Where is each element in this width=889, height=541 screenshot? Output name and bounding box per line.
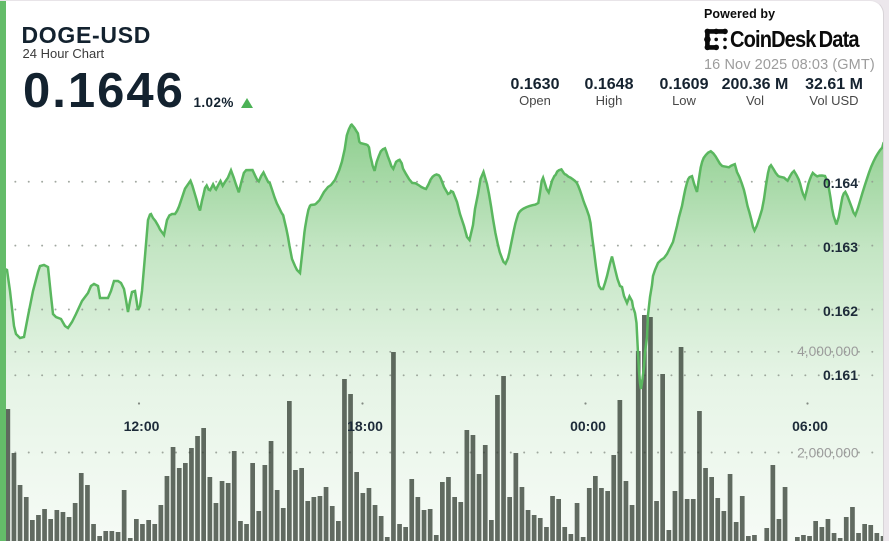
svg-text:2,000,000: 2,000,000: [797, 445, 859, 460]
svg-text:4,000,000: 4,000,000: [797, 344, 859, 359]
svg-text:0.162: 0.162: [823, 303, 858, 319]
svg-text:12:00: 12:00: [124, 418, 160, 434]
svg-text:0.161: 0.161: [823, 367, 858, 383]
svg-text:0.164: 0.164: [823, 175, 858, 191]
svg-text:00:00: 00:00: [570, 418, 606, 434]
svg-text:06:00: 06:00: [792, 418, 828, 434]
svg-text:18:00: 18:00: [347, 418, 383, 434]
svg-text:0.163: 0.163: [823, 239, 858, 255]
